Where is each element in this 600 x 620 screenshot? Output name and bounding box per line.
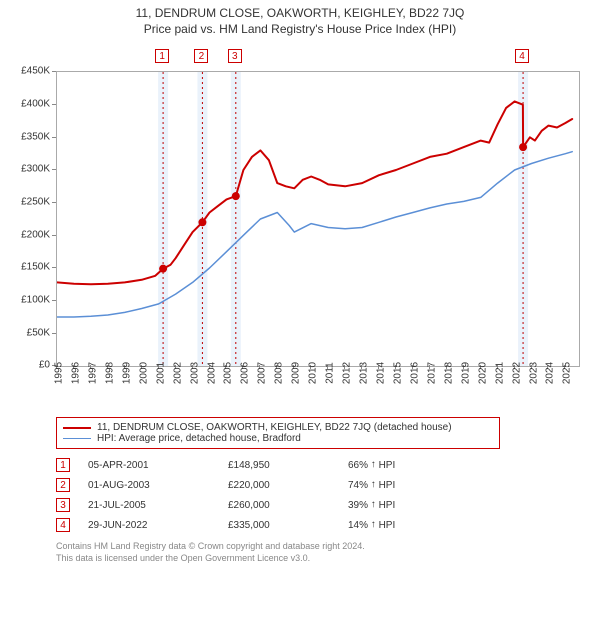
x-tick-label: 2015	[392, 362, 403, 384]
chart-subtitle: Price paid vs. HM Land Registry's House …	[10, 22, 590, 38]
y-tick-label: £150K	[10, 262, 50, 273]
x-tick-label: 1995	[54, 362, 65, 384]
x-tick-label: 2000	[138, 362, 149, 384]
x-tick-label: 2019	[460, 362, 471, 384]
chart-area: £0 £50K £100K £150K £200K £250K £300K £350K £400…	[10, 41, 590, 411]
chart-title: 11, DENDRUM CLOSE, OAKWORTH, KEIGHLEY, B…	[10, 6, 590, 22]
event-label-box: 3	[228, 49, 242, 63]
arrow-up-icon: ↑	[371, 519, 376, 530]
y-tick-label: £100K	[10, 294, 50, 305]
x-tick-label: 2002	[172, 362, 183, 384]
legend-row: 11, DENDRUM CLOSE, OAKWORTH, KEIGHLEY, B…	[63, 422, 493, 433]
series-line-subject	[57, 102, 572, 285]
x-tick-label: 1998	[104, 362, 115, 384]
sale-index-box: 2	[56, 478, 70, 492]
sale-hpi-delta: 66% ↑ HPI	[348, 460, 526, 471]
x-tick-label: 2008	[274, 362, 285, 384]
sale-date: 21-JUL-2005	[88, 500, 228, 511]
sale-price: £260,000	[228, 500, 348, 511]
legend-swatch	[63, 427, 91, 429]
x-tick-label: 2018	[443, 362, 454, 384]
sale-hpi-delta: 74% ↑ HPI	[348, 480, 526, 491]
sale-price: £220,000	[228, 480, 348, 491]
y-tick-label: £50K	[10, 327, 50, 338]
sale-index-box: 3	[56, 498, 70, 512]
x-tick-label: 2016	[409, 362, 420, 384]
x-tick-label: 2011	[325, 362, 336, 384]
x-tick-label: 1996	[70, 362, 81, 384]
arrow-up-icon: ↑	[371, 499, 376, 510]
series-line-hpi	[57, 152, 572, 317]
sale-date: 05-APR-2001	[88, 460, 228, 471]
x-tick-label: 2007	[257, 362, 268, 384]
event-label-box: 4	[515, 49, 529, 63]
sales-table: 1 05-APR-2001£148,95066% ↑ HPI 2 01-AUG-200…	[56, 455, 526, 535]
sale-row: 4 29-JUN-2022£335,00014% ↑ HPI	[56, 515, 526, 535]
sale-marker-dot	[232, 192, 240, 200]
sale-row: 3 21-JUL-2005£260,00039% ↑ HPI	[56, 495, 526, 515]
x-tick-label: 2022	[511, 362, 522, 384]
y-tick-label: £0	[10, 360, 50, 371]
x-tick-label: 2020	[477, 362, 488, 384]
legend-label: HPI: Average price, detached house, Brad…	[97, 433, 301, 444]
x-tick-label: 1999	[121, 362, 132, 384]
attribution-footer: Contains HM Land Registry data © Crown c…	[56, 541, 590, 564]
plot-area	[56, 71, 580, 367]
x-tick-label: 1997	[87, 362, 98, 384]
x-tick-label: 2006	[240, 362, 251, 384]
x-tick-label: 2017	[426, 362, 437, 384]
legend: 11, DENDRUM CLOSE, OAKWORTH, KEIGHLEY, B…	[56, 417, 500, 449]
sale-index-box: 4	[56, 518, 70, 532]
legend-label: 11, DENDRUM CLOSE, OAKWORTH, KEIGHLEY, B…	[97, 422, 452, 433]
figure: 11, DENDRUM CLOSE, OAKWORTH, KEIGHLEY, B…	[0, 0, 600, 620]
x-tick-label: 2010	[308, 362, 319, 384]
y-tick-label: £350K	[10, 131, 50, 142]
sale-price: £148,950	[228, 460, 348, 471]
legend-row: HPI: Average price, detached house, Brad…	[63, 433, 493, 444]
y-tick-label: £450K	[10, 66, 50, 77]
sale-marker-dot	[198, 218, 206, 226]
sale-hpi-delta: 39% ↑ HPI	[348, 500, 526, 511]
sale-date: 29-JUN-2022	[88, 520, 228, 531]
event-label-box: 1	[155, 49, 169, 63]
arrow-up-icon: ↑	[371, 459, 376, 470]
legend-swatch	[63, 438, 91, 440]
x-tick-label: 2025	[562, 362, 573, 384]
sale-row: 2 01-AUG-2003£220,00074% ↑ HPI	[56, 475, 526, 495]
x-tick-label: 2024	[545, 362, 556, 384]
arrow-up-icon: ↑	[371, 479, 376, 490]
sale-marker-dot	[159, 265, 167, 273]
x-tick-label: 2014	[376, 362, 387, 384]
footer-line: Contains HM Land Registry data © Crown c…	[56, 541, 590, 553]
event-label-box: 2	[194, 49, 208, 63]
x-tick-label: 2021	[494, 362, 505, 384]
sale-index-box: 1	[56, 458, 70, 472]
x-tick-label: 2012	[342, 362, 353, 384]
x-tick-label: 2004	[206, 362, 217, 384]
sale-price: £335,000	[228, 520, 348, 531]
y-tick-label: £250K	[10, 196, 50, 207]
y-tick-label: £300K	[10, 164, 50, 175]
sale-date: 01-AUG-2003	[88, 480, 228, 491]
sale-row: 1 05-APR-2001£148,95066% ↑ HPI	[56, 455, 526, 475]
footer-line: This data is licensed under the Open Gov…	[56, 553, 590, 565]
x-tick-label: 2001	[155, 362, 166, 384]
sale-hpi-delta: 14% ↑ HPI	[348, 520, 526, 531]
sale-marker-dot	[519, 143, 527, 151]
plot-svg	[57, 72, 579, 366]
y-tick-label: £400K	[10, 98, 50, 109]
x-tick-label: 2013	[359, 362, 370, 384]
x-tick-label: 2009	[291, 362, 302, 384]
x-tick-label: 2003	[189, 362, 200, 384]
x-tick-label: 2005	[223, 362, 234, 384]
y-tick-label: £200K	[10, 229, 50, 240]
x-tick-label: 2023	[528, 362, 539, 384]
